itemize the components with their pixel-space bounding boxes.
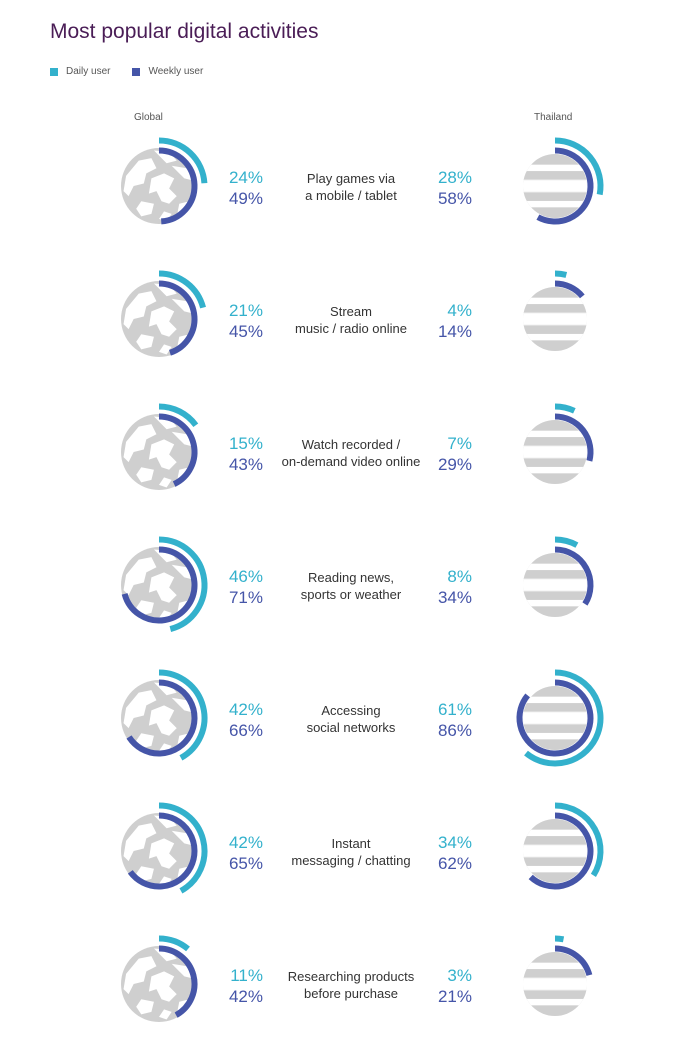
global-daily-arc <box>158 802 208 894</box>
activity-label: music / radio online <box>295 321 407 336</box>
column-header-thailand: Thailand <box>534 112 573 123</box>
global-daily-value: 42% <box>229 700 263 719</box>
activity-label: Play games via <box>307 171 396 186</box>
global-weekly-arc <box>158 280 198 356</box>
activity-label: sports or weather <box>301 587 402 602</box>
thailand-daily-value: 34% <box>438 833 472 852</box>
global-daily-arc <box>158 536 208 632</box>
thailand-weekly-arc <box>528 812 594 890</box>
thailand-flag-icon <box>523 819 587 883</box>
thailand-daily-arc <box>554 935 565 943</box>
activity-row: 42% 66% 61% 86% Accessing social networks <box>121 669 604 767</box>
legend-swatch-weekly <box>132 67 141 76</box>
global-daily-arc <box>158 137 208 184</box>
activity-label: messaging / chatting <box>291 853 410 868</box>
legend-swatch-daily <box>50 67 58 76</box>
thailand-weekly-arc <box>554 546 594 606</box>
thailand-daily-value: 28% <box>438 168 472 187</box>
legend-label-daily: Daily user <box>66 66 111 77</box>
thailand-flag-icon <box>523 154 587 218</box>
thailand-daily-value: 8% <box>447 567 472 586</box>
global-weekly-value: 43% <box>229 455 263 474</box>
thailand-daily-arc <box>554 270 568 278</box>
thailand-weekly-arc <box>554 413 594 462</box>
global-daily-value: 21% <box>229 301 263 320</box>
thailand-daily-value: 7% <box>447 434 472 453</box>
global-daily-value: 42% <box>229 833 263 852</box>
thailand-weekly-value: 86% <box>438 721 472 740</box>
thailand-daily-value: 4% <box>447 301 472 320</box>
activity-label: Watch recorded / <box>302 437 401 452</box>
activity-label: Stream <box>330 304 372 319</box>
activity-row: 24% 49% 28% 58% Play games via a mobile / tab… <box>121 137 604 225</box>
activity-row: 21% 45% 4% 14% Stream music / radio online <box>121 270 587 357</box>
thailand-daily-value: 3% <box>447 966 472 985</box>
thailand-daily-arc <box>554 137 604 196</box>
thailand-weekly-value: 34% <box>438 588 472 607</box>
global-weekly-arc <box>121 546 198 624</box>
legend-label-weekly: Weekly user <box>148 66 204 77</box>
activity-label: Researching products <box>288 969 415 984</box>
global-daily-value: 24% <box>229 168 263 187</box>
activity-row: 42% 65% 34% 62% Instant messaging / chatting <box>121 802 604 894</box>
global-daily-value: 11% <box>230 966 263 985</box>
thailand-flag-icon <box>523 686 587 750</box>
thailand-weekly-arc <box>554 945 593 977</box>
activity-label: Instant <box>331 836 370 851</box>
global-daily-arc <box>158 403 199 428</box>
activity-label: Accessing <box>321 703 380 718</box>
activity-row: 11% 42% 3% 21% Researching products before pu… <box>121 935 593 1022</box>
thailand-flag-icon <box>523 287 587 351</box>
thailand-weekly-arc <box>516 679 594 757</box>
activity-label: social networks <box>307 720 396 735</box>
thailand-weekly-value: 29% <box>438 455 472 474</box>
thailand-daily-arc <box>554 536 579 548</box>
thailand-daily-arc <box>554 403 576 414</box>
activity-label: a mobile / tablet <box>305 188 397 203</box>
thailand-weekly-arc <box>536 147 594 225</box>
thailand-weekly-value: 62% <box>438 854 472 873</box>
activity-label: before purchase <box>304 986 398 1001</box>
global-weekly-value: 49% <box>229 189 263 208</box>
column-header-global: Global <box>134 112 163 123</box>
global-daily-arc <box>158 935 190 952</box>
legend: Daily user Weekly user <box>50 66 225 77</box>
global-weekly-value: 71% <box>229 588 263 607</box>
global-weekly-arc <box>127 812 198 890</box>
legend-item-daily: Daily user <box>50 66 110 77</box>
global-daily-value: 46% <box>229 567 263 586</box>
thailand-flag-icon <box>523 952 587 1016</box>
global-weekly-value: 66% <box>229 721 263 740</box>
global-weekly-arc <box>158 945 198 1018</box>
thailand-daily-arc <box>554 802 604 877</box>
global-daily-value: 15% <box>229 434 263 453</box>
activity-row: 46% 71% 8% 34% Reading news, sports or weathe… <box>121 536 594 632</box>
thailand-daily-value: 61% <box>438 700 472 719</box>
activity-label: Reading news, <box>308 570 394 585</box>
global-weekly-arc <box>158 147 198 225</box>
chart-title: Most popular digital activities <box>50 20 319 43</box>
thailand-daily-arc <box>524 669 604 767</box>
global-weekly-arc <box>126 679 198 757</box>
global-daily-arc <box>158 270 206 309</box>
thailand-weekly-arc <box>554 280 585 299</box>
thailand-weekly-value: 58% <box>438 189 472 208</box>
global-weekly-value: 42% <box>229 987 263 1006</box>
global-daily-arc <box>158 669 208 761</box>
legend-item-weekly: Weekly user <box>132 66 203 77</box>
thailand-flag-icon <box>523 420 587 484</box>
thailand-flag-icon <box>523 553 587 617</box>
global-weekly-value: 65% <box>229 854 263 873</box>
activity-row: 15% 43% 7% 29% Watch recorded / on-demand vid… <box>121 403 594 490</box>
global-weekly-value: 45% <box>229 322 263 341</box>
global-weekly-arc <box>158 413 198 487</box>
thailand-weekly-value: 14% <box>438 322 472 341</box>
thailand-weekly-value: 21% <box>438 987 472 1006</box>
activity-label: on-demand video online <box>282 454 421 469</box>
